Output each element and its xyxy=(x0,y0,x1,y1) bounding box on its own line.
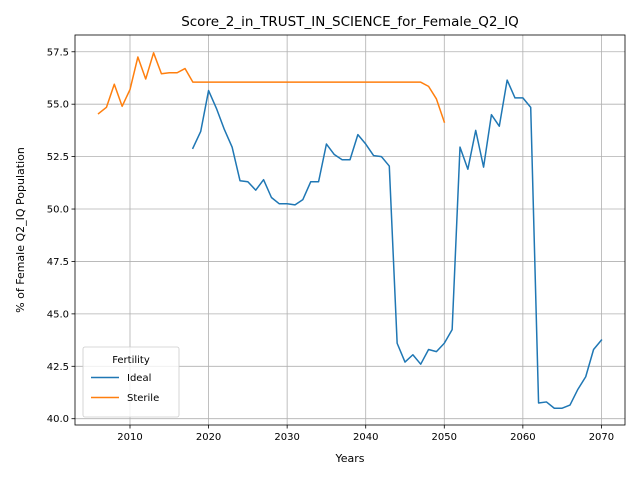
x-tick-label: 2050 xyxy=(432,432,457,443)
legend-label-sterile: Sterile xyxy=(127,393,159,404)
series-lines xyxy=(97,52,603,409)
y-axis-ticks: 40.0 42.5 45.0 47.5 50.0 52.5 55.0 57.5 xyxy=(47,47,75,425)
series-line-sterile xyxy=(97,52,446,123)
x-tick-label: 2020 xyxy=(196,432,221,443)
y-tick-label: 47.5 xyxy=(47,257,69,268)
legend-entries: Ideal Sterile xyxy=(91,373,159,404)
plot-area-frame xyxy=(74,34,626,426)
x-tick-label: 2040 xyxy=(353,432,378,443)
y-tick-label: 55.0 xyxy=(47,100,69,111)
x-tick-label: 2030 xyxy=(274,432,299,443)
chart-title: Score_2_in_TRUST_IN_SCIENCE_for_Female_Q… xyxy=(181,14,519,30)
x-axis-ticks: 2010 2020 2030 2040 2050 2060 2070 xyxy=(117,425,614,443)
x-tick-label: 2070 xyxy=(589,432,614,443)
legend-title: Fertility xyxy=(112,355,150,366)
legend-label-ideal: Ideal xyxy=(127,373,151,384)
x-axis-label: Years xyxy=(334,452,364,465)
x-tick-label: 2010 xyxy=(117,432,142,443)
x-tick-label: 2060 xyxy=(510,432,535,443)
y-tick-label: 42.5 xyxy=(47,362,69,373)
y-axis-label: % of Female Q2_IQ Population xyxy=(14,147,27,313)
y-tick-label: 40.0 xyxy=(47,414,69,425)
legend-box xyxy=(82,346,180,418)
y-tick-label: 57.5 xyxy=(47,47,69,58)
y-tick-label: 45.0 xyxy=(47,309,69,320)
series-line-ideal xyxy=(191,79,603,409)
y-tick-label: 50.0 xyxy=(47,205,69,216)
legend: Fertility Ideal Sterile xyxy=(82,346,180,418)
y-tick-label: 52.5 xyxy=(47,152,69,163)
